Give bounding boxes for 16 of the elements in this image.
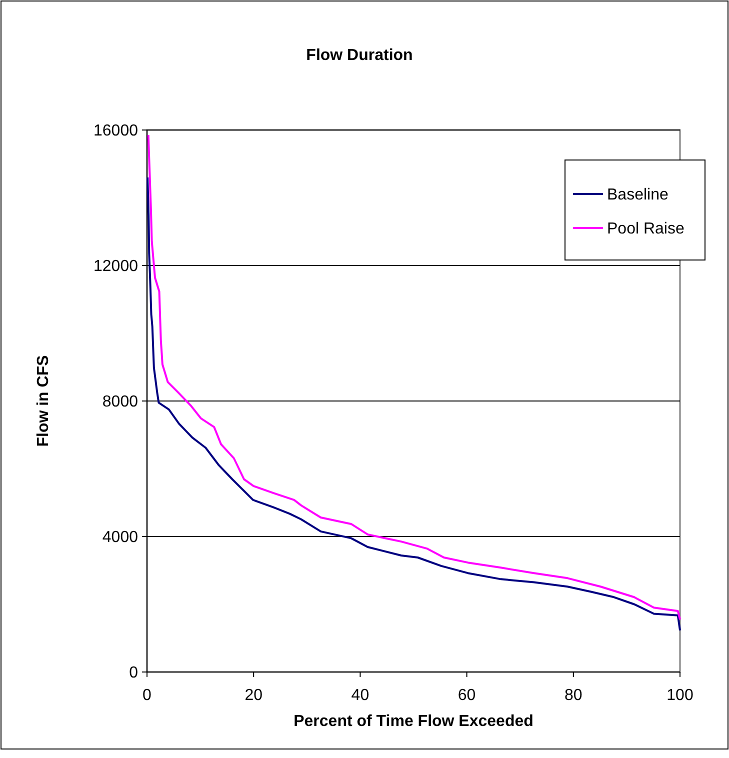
y-tick-label: 0 [129,664,138,682]
legend-label: Baseline [607,186,668,204]
y-axis-title: Flow in CFS [35,354,52,447]
x-tick-label: 100 [666,687,694,704]
x-tick-label: 40 [351,687,370,704]
y-tick-label: 8000 [102,394,138,411]
x-tick-label: 0 [142,687,152,704]
y-tick-label: 4000 [102,529,138,546]
y-tick-label: 16000 [94,122,138,140]
x-tick-label: 20 [244,687,263,704]
chart-title: Flow Duration [306,47,413,64]
x-axis-title: Percent of Time Flow Exceeded [294,713,534,730]
x-tick-label: 60 [458,687,476,704]
legend-label: Pool Raise [607,220,684,238]
x-tick-label: 80 [564,687,582,704]
y-tick-label: 12000 [94,258,138,276]
